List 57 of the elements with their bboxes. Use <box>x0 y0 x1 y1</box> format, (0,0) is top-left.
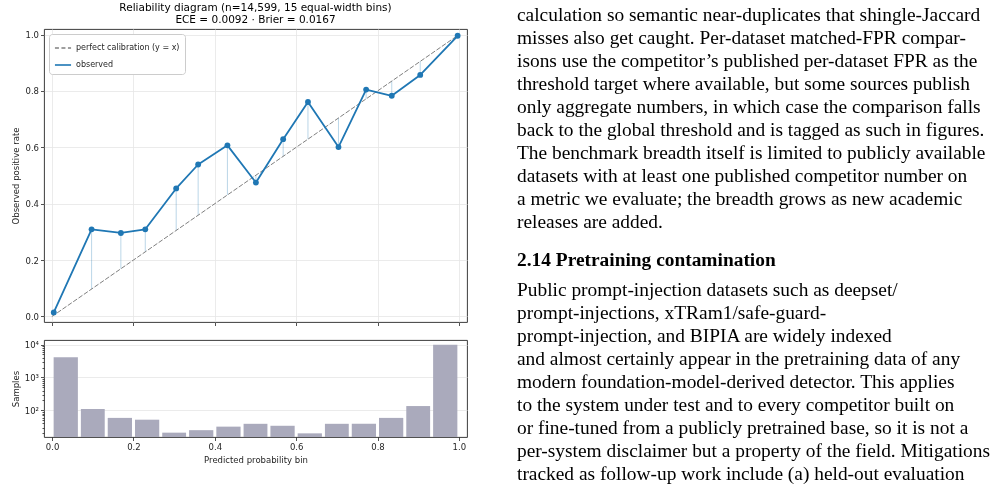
point <box>88 226 95 233</box>
y-tick-label: 10³ <box>24 372 39 383</box>
y-tick-label: 0.4 <box>25 199 39 210</box>
text: prompt-injection, and BIPIA are widely indexed <box>517 324 893 346</box>
text: Public prompt-injection datasets such as deepset/ <box>517 278 899 300</box>
text: isons use the competitor’s published per-dataset FPR as the <box>517 49 978 71</box>
text: and almost certainly appear in the pretraining data of any <box>517 347 961 369</box>
y-axis-title: Observed positive rate <box>11 127 22 225</box>
point <box>252 179 259 186</box>
point <box>454 32 461 39</box>
text: tracked as follow-up work include (a) held-out evaluation <box>517 462 965 485</box>
text: only aggregate numbers, in which case the comparison falls <box>517 95 981 117</box>
y-tick-label: 0.2 <box>25 255 39 266</box>
x-tick-label: 0.6 <box>289 442 304 452</box>
y-tick-label: 0.8 <box>25 86 39 97</box>
point <box>50 309 57 316</box>
text: datasets with at least one published competitor number on <box>517 164 968 186</box>
chart-title: Reliability diagram (n=14,599, 15 equal-width bins) <box>119 1 392 13</box>
legend-label: observed <box>76 60 114 69</box>
point <box>388 92 395 99</box>
point <box>363 86 370 93</box>
x-tick-label: 0.2 <box>127 442 141 452</box>
y-tick-label: 0.0 <box>25 311 39 322</box>
text: threshold target where available, but some sources publish <box>517 72 971 94</box>
y-tick-label: 1.0 <box>25 30 39 41</box>
x-tick-label: 1.0 <box>452 442 467 452</box>
y-tick-label: 0.6 <box>25 142 39 153</box>
text: modern foundation-model-derived detector. This applies <box>517 370 955 392</box>
point <box>142 226 149 233</box>
point <box>117 230 124 236</box>
point <box>335 144 342 150</box>
y-axis-title: Samples <box>10 370 21 408</box>
point <box>280 136 287 143</box>
text: to the system under test and to every competitor built on <box>517 393 955 415</box>
text: 2.14 Pretraining contamination <box>517 248 776 270</box>
chart-subtitle: ECE = 0.0092 · Brier = 0.0167 <box>175 12 336 25</box>
x-tick-label: 0.4 <box>208 442 223 452</box>
text: or fine-tuned from a publicly pretrained base, so it is not a <box>517 416 969 438</box>
text: misses also get caught. Per-dataset matched-FPR compar- <box>517 26 966 48</box>
text: a metric we evaluate; the breadth grows as new academic <box>517 187 963 209</box>
text: calculation so semantic near-duplicates that shingle-Jaccard <box>517 3 981 25</box>
point <box>305 99 311 105</box>
x-tick-label: 0.8 <box>371 442 385 452</box>
text: per-system disclaimer but a property of the field. Mitigations <box>517 439 990 461</box>
text: The benchmark breadth itself is limited to publicly available <box>517 141 986 163</box>
point <box>173 185 180 192</box>
point <box>224 142 231 149</box>
x-tick-label: 0.0 <box>45 442 60 452</box>
point <box>195 161 202 168</box>
point <box>417 72 424 78</box>
text: back to the global threshold and is tagged as such in figures. <box>517 118 985 140</box>
y-tick-label: 10² <box>24 405 39 416</box>
text: releases are added. <box>517 210 663 232</box>
legend-label: perfect calibration (y = x) <box>76 43 180 52</box>
x-axis-title: Predicted probability bin <box>204 454 308 465</box>
text: prompt-injections, xTRam1/safe-guard- <box>517 301 827 323</box>
y-tick-label: 10⁴ <box>24 340 40 350</box>
